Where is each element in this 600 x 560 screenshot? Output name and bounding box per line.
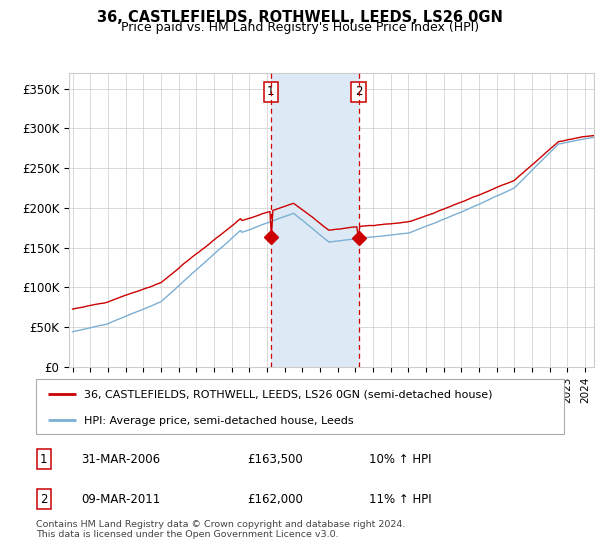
Text: Price paid vs. HM Land Registry's House Price Index (HPI): Price paid vs. HM Land Registry's House …: [121, 21, 479, 34]
Text: £163,500: £163,500: [247, 452, 303, 466]
Text: 11% ↑ HPI: 11% ↑ HPI: [368, 493, 431, 506]
Text: 09-MAR-2011: 09-MAR-2011: [81, 493, 160, 506]
Text: 36, CASTLEFIELDS, ROTHWELL, LEEDS, LS26 0GN (semi-detached house): 36, CASTLEFIELDS, ROTHWELL, LEEDS, LS26 …: [83, 390, 492, 399]
Text: 2: 2: [355, 86, 362, 99]
Text: 1: 1: [267, 86, 274, 99]
Text: 31-MAR-2006: 31-MAR-2006: [81, 452, 160, 466]
Text: 36, CASTLEFIELDS, ROTHWELL, LEEDS, LS26 0GN: 36, CASTLEFIELDS, ROTHWELL, LEEDS, LS26 …: [97, 10, 503, 25]
Text: Contains HM Land Registry data © Crown copyright and database right 2024.
This d: Contains HM Land Registry data © Crown c…: [36, 520, 406, 539]
Text: £162,000: £162,000: [247, 493, 303, 506]
Text: 1: 1: [40, 452, 47, 466]
FancyBboxPatch shape: [36, 379, 564, 434]
Text: HPI: Average price, semi-detached house, Leeds: HPI: Average price, semi-detached house,…: [83, 416, 353, 426]
Text: 2: 2: [40, 493, 47, 506]
Text: 10% ↑ HPI: 10% ↑ HPI: [368, 452, 431, 466]
